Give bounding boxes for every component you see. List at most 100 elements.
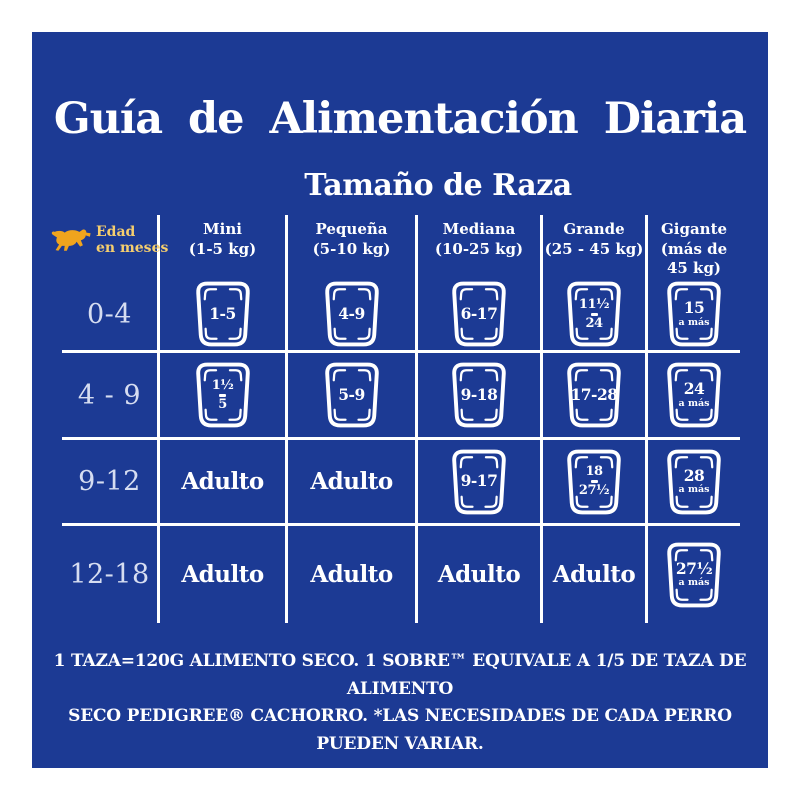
page-title: Guía de Alimentación Diaria bbox=[53, 94, 747, 144]
adult-label: Adulto bbox=[437, 561, 521, 588]
cup-value: 5-9 bbox=[330, 368, 374, 422]
measuring-cup-icon bbox=[667, 281, 721, 347]
range-dash bbox=[219, 393, 226, 397]
cup-amount: 27½ bbox=[675, 558, 713, 578]
range-dash bbox=[590, 480, 598, 483]
cup-value: 4-9 bbox=[330, 287, 374, 341]
adult-label: Adulto bbox=[310, 561, 393, 588]
cell-4-9-pequena: 5-9 bbox=[288, 350, 418, 437]
page-subtitle: Tamaño de Raza bbox=[304, 168, 572, 203]
cup-amount: 6-17 bbox=[460, 303, 498, 323]
cup-amount: 1½ bbox=[211, 377, 234, 393]
cell-0-4-gigante: 15 a más bbox=[648, 278, 740, 350]
cup-value: 9-17 bbox=[457, 455, 501, 509]
age-label-4-9: 4 - 9 bbox=[62, 350, 160, 437]
footer-note: 1 TAZA=120G ALIMENTO SECO. 1 SOBRE™ EQUI… bbox=[52, 648, 748, 758]
cup-cell-0-4-gigante: 15 a más bbox=[665, 281, 723, 347]
cup-suffix: a más bbox=[678, 397, 710, 409]
cell-0-4-mediana: 6-17 bbox=[418, 278, 543, 350]
cup-value: 24 a más bbox=[672, 368, 716, 422]
cell-9-12-gigante: 28 a más bbox=[648, 437, 740, 523]
range-dash bbox=[590, 312, 598, 316]
measuring-cup-icon bbox=[667, 449, 721, 514]
measuring-cup-icon bbox=[195, 281, 250, 347]
column-name: Gigante bbox=[660, 220, 728, 238]
cell-0-4-mini: 1-5 bbox=[160, 278, 288, 350]
cup-cell-4-9-mediana: 9-18 bbox=[450, 362, 508, 428]
cup-suffix: a más bbox=[678, 316, 710, 328]
cell-12-18-mini: Adulto bbox=[160, 523, 288, 623]
cup-cell-0-4-mediana: 6-17 bbox=[450, 281, 508, 347]
cup-value: 27½ a más bbox=[672, 548, 716, 602]
cell-4-9-grande: 17-28 bbox=[543, 350, 648, 437]
measuring-cup-icon bbox=[567, 449, 621, 514]
cell-12-18-pequena: Adulto bbox=[288, 523, 418, 623]
cell-9-12-pequena: Adulto bbox=[288, 437, 418, 523]
cell-9-12-mediana: 9-17 bbox=[418, 437, 543, 523]
cup-amount: 9-17 bbox=[460, 471, 498, 491]
column-name: Grande bbox=[563, 220, 625, 238]
cup-amount: 1-5 bbox=[209, 303, 236, 323]
measuring-cup-icon bbox=[324, 281, 379, 347]
cup-cell-12-18-gigante: 27½ a más bbox=[665, 542, 723, 608]
adult-label: Adulto bbox=[181, 561, 264, 588]
column-header-mini: Mini (1-5 kg) bbox=[160, 215, 288, 278]
age-axis-label-line2: en meses bbox=[96, 240, 169, 257]
cup-cell-0-4-grande: 11½ 24 bbox=[565, 281, 623, 347]
cup-amount: 28 bbox=[683, 465, 705, 485]
measuring-cup-icon bbox=[195, 362, 250, 428]
cup-value: 1½ 5 bbox=[201, 368, 245, 422]
cell-4-9-mini: 1½ 5 bbox=[160, 350, 288, 437]
cup-amount: 27½ bbox=[578, 483, 610, 498]
column-weight-range: (25 - 45 kg) bbox=[544, 239, 644, 258]
cell-9-12-grande: 18 27½ bbox=[543, 437, 648, 523]
adult-label: Adulto bbox=[310, 468, 393, 495]
cup-cell-4-9-mini: 1½ 5 bbox=[194, 362, 252, 428]
cup-value: 15 a más bbox=[672, 287, 716, 341]
cup-value: 11½ 24 bbox=[572, 287, 616, 341]
column-header-gigante: Gigante (más de 45 kg) bbox=[648, 215, 740, 278]
cup-amount: 5 bbox=[218, 396, 227, 412]
age-label-0-4: 0-4 bbox=[62, 278, 160, 350]
column-name: Mediana bbox=[442, 220, 516, 238]
adult-label: Adulto bbox=[552, 561, 636, 588]
cup-amount: 24 bbox=[683, 379, 705, 399]
feeding-guide-panel: Guía de Alimentación Diaria Tamaño de Ra… bbox=[32, 32, 768, 768]
footer-note-line1: 1 TAZA=120G ALIMENTO SECO. 1 SOBRE™ EQUI… bbox=[53, 651, 747, 699]
measuring-cup-icon bbox=[324, 362, 379, 428]
cell-4-9-mediana: 9-18 bbox=[418, 350, 543, 437]
cup-cell-4-9-grande: 17-28 bbox=[565, 362, 623, 428]
cell-0-4-grande: 11½ 24 bbox=[543, 278, 648, 350]
cup-value: 6-17 bbox=[457, 287, 501, 341]
cup-cell-0-4-mini: 1-5 bbox=[194, 281, 252, 347]
age-label-9-12: 9-12 bbox=[62, 437, 160, 523]
cup-value: 18 27½ bbox=[572, 455, 616, 509]
cell-12-18-grande: Adulto bbox=[543, 523, 648, 623]
cup-amount: 9-18 bbox=[460, 384, 498, 404]
column-weight-range: (más de 45 kg) bbox=[660, 239, 728, 278]
cell-9-12-mini: Adulto bbox=[160, 437, 288, 523]
cup-amount: 17-28 bbox=[570, 384, 618, 404]
measuring-cup-icon bbox=[452, 449, 506, 514]
cup-suffix: a más bbox=[678, 577, 710, 589]
cup-amount: 24 bbox=[585, 315, 603, 331]
dog-icon bbox=[51, 229, 91, 251]
cell-0-4-pequena: 4-9 bbox=[288, 278, 418, 350]
measuring-cup-icon bbox=[452, 362, 506, 428]
column-name: Pequeña bbox=[315, 220, 388, 238]
adult-label: Adulto bbox=[181, 468, 264, 495]
cup-amount: 15 bbox=[683, 298, 705, 318]
table-corner-header: Edad en meses bbox=[50, 215, 168, 278]
column-weight-range: (5-10 kg) bbox=[312, 239, 391, 258]
cup-cell-9-12-grande: 18 27½ bbox=[565, 449, 623, 515]
column-weight-range: (1-5 kg) bbox=[188, 239, 257, 258]
cup-cell-9-12-gigante: 28 a más bbox=[665, 449, 723, 515]
cup-value: 17-28 bbox=[570, 368, 618, 422]
column-weight-range: (10-25 kg) bbox=[434, 239, 524, 258]
age-label-12-18: 12-18 bbox=[62, 523, 160, 623]
column-header-mediana: Mediana (10-25 kg) bbox=[418, 215, 543, 278]
column-header-grande: Grande (25 - 45 kg) bbox=[543, 215, 648, 278]
measuring-cup-icon bbox=[567, 362, 621, 428]
cup-value: 1-5 bbox=[201, 287, 245, 341]
